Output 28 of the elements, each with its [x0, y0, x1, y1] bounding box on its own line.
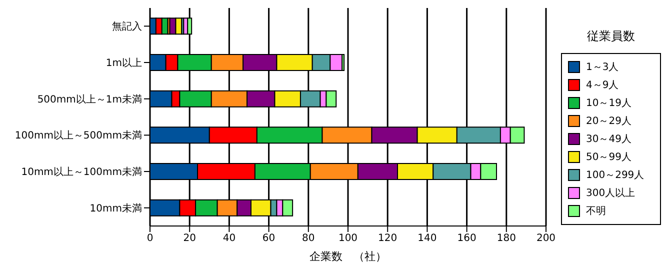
- x-tick-label: 0: [146, 233, 154, 244]
- x-tick-label: 20: [183, 233, 196, 244]
- y-tick-label: 500mm以上～1m未満: [37, 93, 142, 106]
- x-axis-title: 企業数 （社）: [310, 250, 386, 263]
- x-tick-label: 180: [496, 233, 516, 244]
- legend-title: 従業員数: [586, 28, 636, 45]
- y-tick-label: 100mm以上～500mm未満: [14, 130, 142, 142]
- x-tick-label: 120: [378, 233, 398, 244]
- x-tick-label: 140: [418, 233, 437, 244]
- legend-label: 100～299人: [586, 169, 644, 182]
- x-tick-label: 80: [302, 233, 315, 244]
- x-tick-label: 100: [338, 233, 358, 244]
- legend-label: 300人以上: [586, 186, 636, 200]
- legend-label: 20～29人: [586, 115, 632, 128]
- legend-label: 4～9人: [586, 79, 619, 92]
- y-tick-label: 10mm以上～100mm未満: [21, 166, 142, 178]
- y-tick-label: 無記入: [112, 20, 142, 33]
- x-tick-label: 200: [536, 233, 556, 244]
- legend-label: 不明: [586, 205, 606, 218]
- y-tick-label: 1m以上: [106, 57, 142, 70]
- x-tick-label: 160: [457, 233, 476, 244]
- legend-label: 50～99人: [586, 151, 632, 164]
- legend-label: 10～19人: [586, 97, 632, 110]
- legend-label: 1～3人: [586, 61, 619, 74]
- x-tick-label: 40: [222, 233, 236, 244]
- y-tick-label: 10mm未満: [90, 202, 142, 214]
- x-tick-label: 60: [262, 233, 276, 244]
- legend-label: 30～49人: [586, 133, 632, 146]
